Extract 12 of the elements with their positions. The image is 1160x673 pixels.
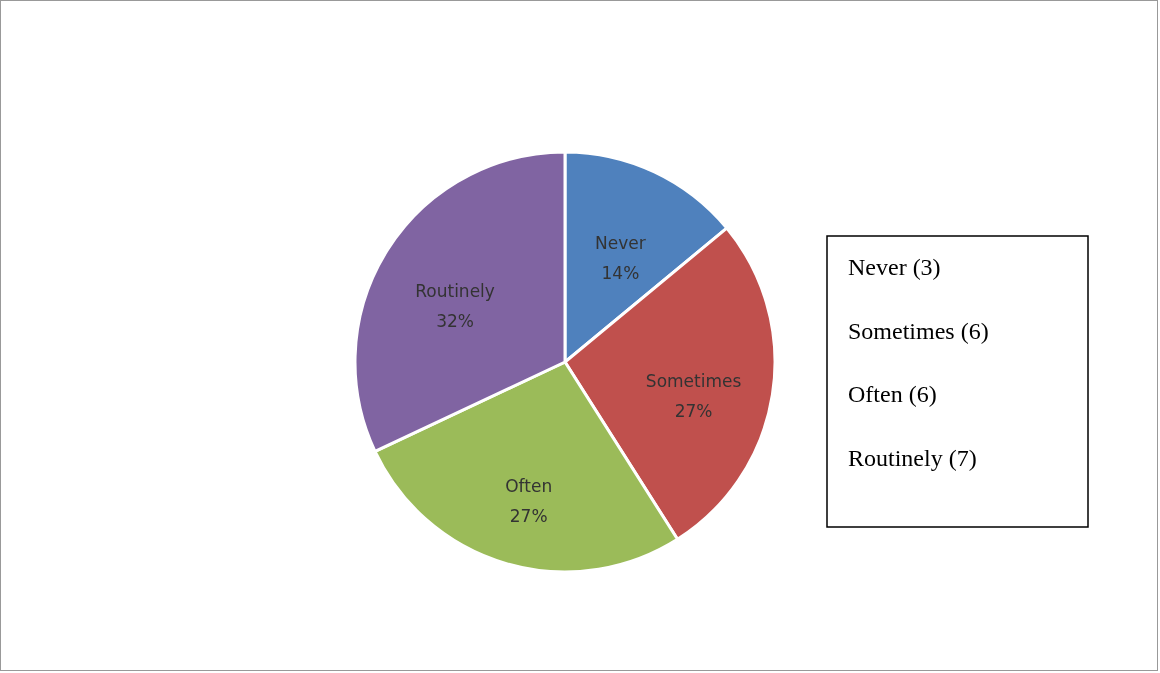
text: Often (6) [848,381,937,407]
text: Routinely (7) [848,444,977,471]
slice-label: Routinely [415,281,495,302]
text: Sometimes (6) [848,317,989,344]
data-label: 27% [674,401,713,422]
slice-label: Never [595,233,646,254]
data-label: 32% [436,311,474,332]
text: Never (3) [848,254,941,280]
slice-label: Often [505,476,553,497]
data-label: 27% [509,506,548,527]
data-label: 14% [601,263,640,284]
slice-label: Sometimes [645,371,742,392]
